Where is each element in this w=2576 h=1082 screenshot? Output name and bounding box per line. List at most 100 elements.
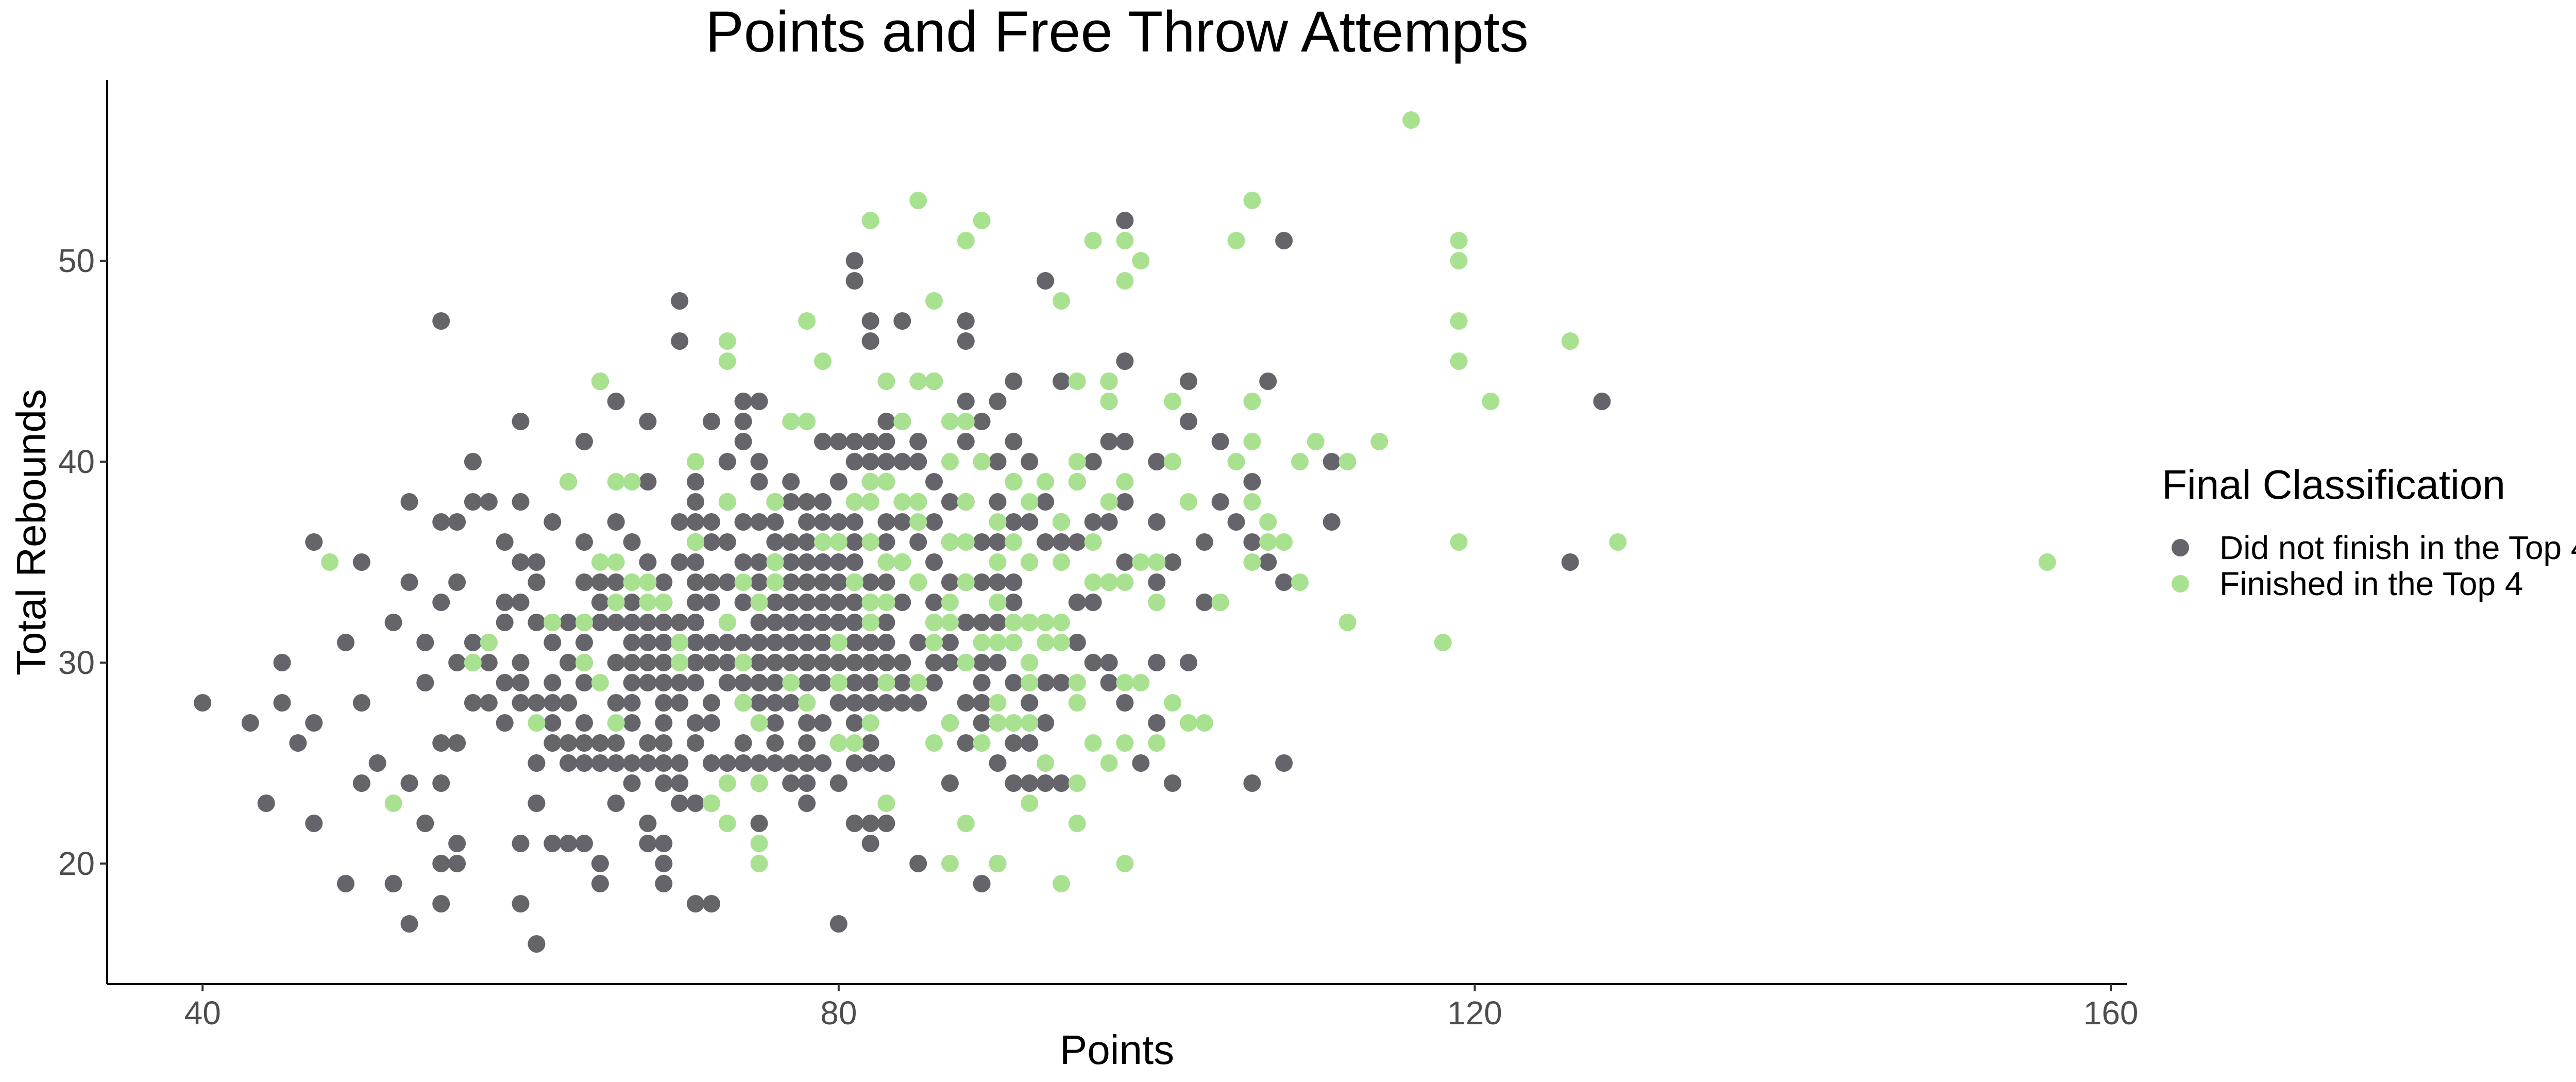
x-axis-title: Points xyxy=(1060,1027,1174,1073)
data-point-not-top4 xyxy=(877,754,895,772)
data-point-not-top4 xyxy=(814,594,832,611)
data-point-not-top4 xyxy=(973,413,991,430)
data-point-top4 xyxy=(941,533,959,551)
data-point-top4 xyxy=(957,493,975,511)
data-point-not-top4 xyxy=(877,453,895,470)
data-point-not-top4 xyxy=(639,654,657,671)
data-point-not-top4 xyxy=(671,794,689,812)
data-point-not-top4 xyxy=(687,473,704,491)
data-point-top4 xyxy=(1116,473,1134,491)
data-point-not-top4 xyxy=(560,614,578,631)
data-point-not-top4 xyxy=(400,493,418,511)
data-point-not-top4 xyxy=(1037,272,1055,290)
data-point-not-top4 xyxy=(893,312,911,330)
data-point-top4 xyxy=(734,654,752,671)
data-point-not-top4 xyxy=(591,614,609,631)
data-point-top4 xyxy=(687,533,704,551)
data-point-not-top4 xyxy=(496,533,514,551)
data-point-not-top4 xyxy=(1164,553,1181,571)
data-point-not-top4 xyxy=(909,634,927,651)
data-point-not-top4 xyxy=(861,433,879,450)
data-point-not-top4 xyxy=(829,915,848,933)
data-point-not-top4 xyxy=(1084,453,1102,470)
data-point-not-top4 xyxy=(639,553,657,571)
data-point-not-top4 xyxy=(1005,594,1023,611)
data-point-not-top4 xyxy=(607,654,625,671)
data-point-not-top4 xyxy=(941,634,959,651)
data-point-not-top4 xyxy=(432,594,450,611)
y-tick-label: 30 xyxy=(58,644,95,681)
data-point-not-top4 xyxy=(305,533,323,551)
data-point-top4 xyxy=(1116,674,1134,691)
data-point-not-top4 xyxy=(1005,513,1023,531)
data-point-top4 xyxy=(782,413,800,430)
data-point-not-top4 xyxy=(782,533,800,551)
data-point-not-top4 xyxy=(528,694,546,712)
data-point-top4 xyxy=(941,453,959,470)
data-point-not-top4 xyxy=(861,332,879,350)
data-point-top4 xyxy=(671,654,689,671)
data-point-not-top4 xyxy=(575,734,593,752)
data-point-top4 xyxy=(829,634,848,651)
data-point-top4 xyxy=(591,373,609,390)
data-point-top4 xyxy=(1450,352,1468,370)
data-point-top4 xyxy=(575,654,593,671)
legend-title: Final Classification xyxy=(2162,462,2505,508)
data-point-not-top4 xyxy=(798,794,816,812)
data-point-top4 xyxy=(1053,634,1070,651)
data-point-top4 xyxy=(750,714,768,732)
data-point-not-top4 xyxy=(845,533,863,551)
data-point-not-top4 xyxy=(829,513,848,531)
data-point-top4 xyxy=(1243,553,1261,571)
data-point-not-top4 xyxy=(798,734,816,752)
data-point-not-top4 xyxy=(432,513,450,531)
data-point-not-top4 xyxy=(798,634,816,651)
data-point-not-top4 xyxy=(877,654,895,671)
data-point-not-top4 xyxy=(1323,513,1341,531)
data-point-not-top4 xyxy=(1037,774,1055,792)
data-point-top4 xyxy=(1005,614,1023,631)
data-point-not-top4 xyxy=(639,835,657,852)
data-point-not-top4 xyxy=(845,815,863,832)
data-point-not-top4 xyxy=(448,855,466,872)
data-point-not-top4 xyxy=(1179,373,1197,390)
data-point-not-top4 xyxy=(750,393,768,410)
data-point-not-top4 xyxy=(1021,694,1039,712)
data-point-top4 xyxy=(925,292,943,310)
data-point-not-top4 xyxy=(1100,674,1118,691)
data-point-not-top4 xyxy=(782,754,800,772)
data-point-top4 xyxy=(1053,553,1070,571)
data-point-not-top4 xyxy=(575,714,593,732)
data-point-not-top4 xyxy=(575,835,593,852)
chart-title: Points and Free Throw Attempts xyxy=(705,0,1529,64)
data-point-top4 xyxy=(1370,433,1388,450)
data-point-not-top4 xyxy=(416,634,434,651)
data-point-top4 xyxy=(1179,714,1197,732)
data-point-not-top4 xyxy=(607,734,625,752)
data-point-not-top4 xyxy=(718,674,736,691)
data-point-not-top4 xyxy=(544,714,562,732)
data-point-top4 xyxy=(1116,272,1134,290)
data-point-not-top4 xyxy=(1053,674,1070,691)
data-point-not-top4 xyxy=(1100,433,1118,450)
data-point-top4 xyxy=(1100,573,1118,591)
data-point-not-top4 xyxy=(273,654,291,671)
data-point-top4 xyxy=(766,573,784,591)
data-point-not-top4 xyxy=(591,875,609,892)
data-point-top4 xyxy=(734,573,752,591)
y-tick-label: 40 xyxy=(58,443,95,480)
data-point-not-top4 xyxy=(432,312,450,330)
data-point-top4 xyxy=(1037,473,1055,491)
data-point-not-top4 xyxy=(734,674,752,691)
data-point-top4 xyxy=(718,493,736,511)
data-point-not-top4 xyxy=(496,614,514,631)
data-point-not-top4 xyxy=(591,573,609,591)
data-point-not-top4 xyxy=(750,815,768,832)
data-point-top4 xyxy=(1561,332,1579,350)
data-point-not-top4 xyxy=(893,694,911,712)
data-point-not-top4 xyxy=(623,694,641,712)
data-point-not-top4 xyxy=(861,573,879,591)
ticks-layer: 40 80 120 160 20 30 40 50 xyxy=(58,242,2139,1032)
data-point-not-top4 xyxy=(528,614,546,631)
data-point-not-top4 xyxy=(718,533,736,551)
